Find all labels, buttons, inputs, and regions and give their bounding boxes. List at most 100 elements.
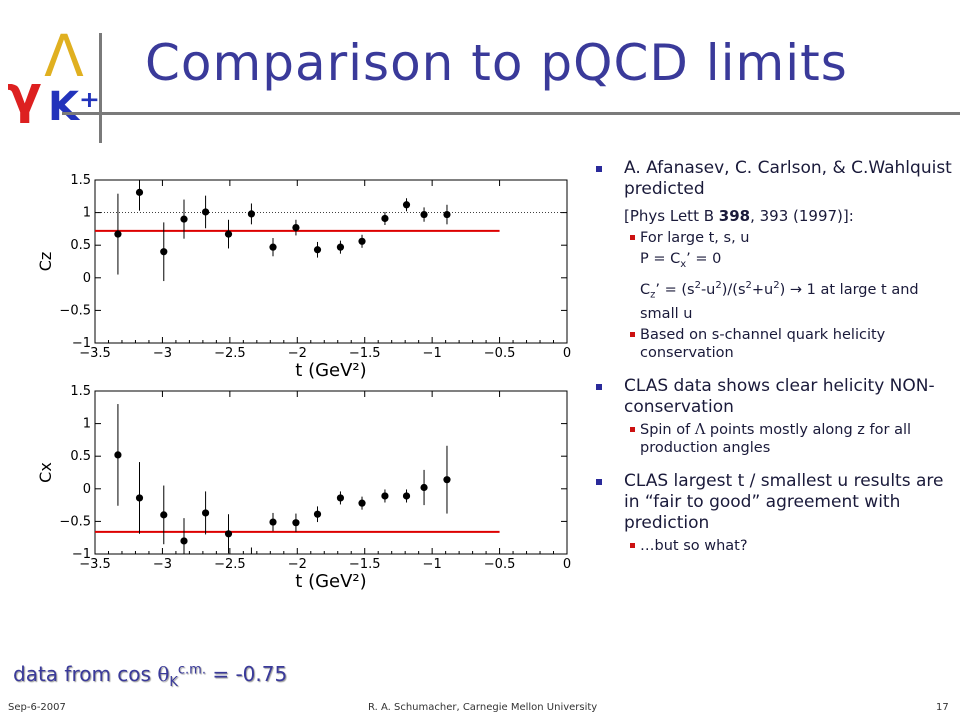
eq-p-rest: ’ = 0 [686, 251, 722, 267]
spin-text-a: Spin of [640, 421, 695, 438]
eq-sq-1: 2 [694, 279, 701, 291]
eq-sq-4: 2 [773, 279, 780, 291]
chart-0-data-point [381, 214, 389, 223]
lambda-symbol: Λ [694, 421, 706, 438]
cz-chart: −3.5 −3 −2.5 −2 −1.5 −1 −0.5 0 −1 −0.5 0 0.5 1 1.5 t (… [36, 173, 571, 381]
bullet-text: CLAS largest t / smallest u results are … [624, 470, 944, 533]
ref-volume: 398 [718, 207, 751, 225]
footer-author: R. A. Schumacher, Carnegie Mellon Univer… [368, 702, 598, 713]
eq-p-sub: x [680, 258, 687, 270]
gamma-k-lambda-logo: Λ γ K⁺ [8, 22, 100, 128]
chart-1-frame [94, 390, 568, 555]
chart-0-data-point [269, 243, 277, 251]
subbullet-s-channel: Based on s-channel quark helicity conser… [594, 326, 954, 362]
chart-1-data-point [402, 492, 411, 500]
chart-0-y-tick-label: −0.5 [59, 303, 91, 318]
eq-c-sub: z [650, 289, 656, 301]
eq-p-text: P = C [640, 251, 681, 267]
chart-1-data-point [443, 476, 451, 484]
chart-1-data-point [313, 510, 322, 518]
chart-1-y-tick-label: 1 [83, 417, 91, 432]
eq-sq-3: 2 [745, 279, 752, 291]
eq-c-d: )/(s [721, 281, 746, 298]
chart-0-x-tick-label: −1 [423, 346, 442, 361]
footer-date: Sep-6-2007 [8, 702, 66, 713]
chart-1-x-axis-label: t (GeV²) [295, 571, 366, 592]
chart-1-data-point [336, 494, 345, 502]
chart-1-y-tick-label: −0.5 [59, 514, 91, 529]
chart-0-data-point [336, 243, 345, 251]
footnote-sub: K [169, 675, 178, 690]
subbullet-marker [630, 235, 635, 240]
chart-0-data-point [313, 246, 322, 254]
logo-gamma: γ [8, 65, 42, 125]
bullet-marker [596, 166, 602, 172]
chart-1-x-tick-label: −1.5 [349, 557, 381, 572]
bullet-text: CLAS data shows clear helicity NON-conse… [624, 375, 935, 417]
subbullet-text: Based on s-channel quark helicity conser… [640, 326, 886, 361]
data-footnote: data from cos θKc.m. = -0.75 [13, 662, 287, 690]
chart-1-x-tick-label: −0.5 [484, 557, 516, 572]
chart-1-x-tick-label: −1 [423, 557, 442, 572]
subbullet-so-what: …but so what? [594, 537, 954, 555]
chart-0-data-point [114, 230, 122, 238]
chart-0-x-tick-label: −0.5 [484, 346, 516, 361]
chart-0-data-point [402, 201, 411, 209]
eq-c-a: C [640, 281, 651, 298]
subbullet-marker [630, 331, 635, 337]
chart-0-x-tick-label: −2.5 [214, 346, 246, 361]
chart-0-data-point [160, 248, 168, 256]
title-vertical-rule [99, 33, 102, 143]
bullet-list: A. Afanasev, C. Carlson, & C.Wahlquist p… [594, 152, 954, 555]
chart-0-y-tick-label: 0 [83, 271, 91, 286]
eq-c-f: ) [779, 281, 790, 298]
chart-0-data-point [201, 208, 210, 216]
chart-0-y-axis-label: Cz [36, 252, 55, 272]
bullet-marker [596, 478, 602, 485]
bullet-clas-data: CLAS data shows clear helicity NON-conse… [594, 376, 954, 418]
equation-p: P = Cx’ = 0 [594, 250, 954, 274]
chart-0-x-tick-label: −1.5 [349, 346, 381, 361]
chart-1-y-axis-label: Cx [36, 462, 55, 483]
chart-1-y-tick-label: 0 [83, 482, 91, 497]
ref-prefix: [Phys Lett B [624, 207, 719, 225]
chart-0-data-point [180, 215, 188, 223]
ref-suffix: , 393 (1997)]: [750, 207, 854, 225]
chart-1-data-point [201, 509, 210, 517]
eq-c-c: -u [700, 281, 716, 298]
chart-1-x-tick-label: 0 [563, 557, 571, 572]
spin-text-b: points mostly along z for all production… [640, 421, 912, 456]
logo-lambda: Λ [44, 22, 84, 90]
chart-1-y-tick-label: 1.5 [70, 384, 91, 399]
chart-0-x-tick-label: −3.5 [79, 346, 111, 361]
chart-0-x-tick-label: 0 [563, 346, 571, 361]
chart-0-x-axis-label: t (GeV²) [295, 360, 366, 381]
chart-1-x-tick-label: −2.5 [214, 557, 246, 572]
chart-1-data-point [420, 483, 428, 492]
chart-0-y-tick-label: −1 [72, 336, 91, 351]
subbullet-text: For large t, s, u [640, 230, 750, 246]
chart-0-data-point [292, 223, 300, 232]
chart-1-y-tick-label: 0.5 [70, 449, 91, 464]
chart-1-x-tick-label: −3.5 [79, 557, 111, 572]
chart-1-data-point [180, 537, 188, 545]
chart-0-y-tick-label: 0.5 [70, 238, 91, 253]
title-horizontal-rule [62, 112, 960, 115]
footnote-sup: c.m. [177, 662, 206, 678]
chart-1-data-point [381, 492, 389, 500]
footnote-post: = -0.75 [205, 662, 288, 686]
bullet-clas-largest: CLAS largest t / smallest u results are … [594, 471, 954, 534]
eq-sq-2: 2 [715, 279, 722, 291]
footnote-theta: θ [157, 662, 170, 686]
chart-1-data-point [135, 494, 144, 502]
equation-cz: Cz’ = (s2-u2)/(s2+u2) → 1 at large t and… [594, 277, 954, 323]
eq-c-b: ’ = (s [655, 281, 695, 298]
bullet-text: A. Afanasev, C. Carlson, & C.Wahlquist p… [624, 158, 952, 199]
subbullet-large-tsu: For large t, s, u [594, 229, 954, 247]
bullet-marker [596, 383, 602, 390]
chart-1-data-point [114, 451, 122, 459]
cx-chart: −3.5 −3 −2.5 −2 −1.5 −1 −0.5 0 −1 −0.5 0 0.5 1 1.5 t (… [36, 384, 571, 592]
chart-0-x-tick-label: −2 [288, 346, 307, 361]
chart-1-x-tick-label: −2 [288, 557, 307, 572]
subbullet-text: …but so what? [640, 537, 748, 554]
